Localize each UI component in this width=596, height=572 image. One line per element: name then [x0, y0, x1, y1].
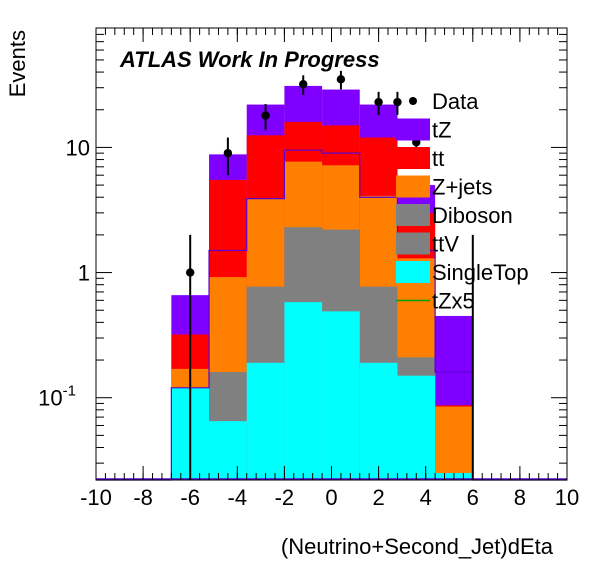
y-tick-label-1: 1	[78, 261, 90, 286]
x-axis-label: (Neutrino+Second_Jet)dEta	[281, 534, 554, 559]
x-tick-label-6: 2	[372, 485, 384, 510]
histogram-stack	[96, 85, 567, 481]
legend-label-data: Data	[432, 89, 479, 114]
legend-label-diboson: Diboson	[432, 203, 513, 228]
x-tick-label-2: -6	[180, 485, 200, 510]
legend-label-singletop: SingleTop	[432, 260, 529, 285]
x-tick-label-8: 6	[467, 485, 479, 510]
legend-label-ttv: ttV	[432, 232, 459, 257]
x-tick-label-0: -10	[80, 485, 112, 510]
bar-singletop-7	[359, 362, 398, 480]
data-point-0	[186, 268, 195, 277]
bar-singletop-8	[397, 375, 436, 480]
x-tick-label-7: 4	[420, 485, 432, 510]
data-point-3	[299, 80, 308, 89]
x-tick-label-1: -8	[133, 485, 153, 510]
y-tick-label-2: 10	[66, 135, 90, 160]
x-tick-label-5: 0	[325, 485, 337, 510]
legend-label-tz: tZ	[432, 118, 452, 143]
data-points	[186, 70, 474, 480]
legend-swatch-ttv	[396, 232, 430, 255]
legend-swatch-tt	[396, 147, 430, 169]
data-point-4	[336, 75, 346, 84]
atlas-label: ATLAS Work In Progress	[119, 47, 380, 72]
y-tick-label-0: 10-1	[38, 383, 76, 411]
bar-singletop-5	[284, 302, 323, 480]
legend-swatch-z-jets	[396, 175, 430, 198]
y-axis-label: Events	[5, 30, 30, 97]
data-point-1	[223, 148, 233, 158]
bar-singletop-6	[322, 311, 360, 480]
data-point-2	[261, 111, 270, 120]
x-tick-label-10: 10	[555, 485, 579, 510]
legend-swatch-diboson	[396, 204, 430, 226]
legend-label-tt: tt	[432, 146, 444, 171]
x-tick-label-3: -4	[228, 485, 248, 510]
bar-singletop-3	[209, 421, 247, 480]
bar-z-jets-9	[435, 406, 473, 480]
data-point-5	[374, 97, 383, 107]
bar-singletop-4	[246, 362, 285, 480]
axes: -10 -8 -6 -4 -2 0 2 4 6 8 10 10-1 1 10	[38, 27, 579, 510]
legend-swatch-tz	[396, 118, 430, 141]
x-tick-label-4: -2	[275, 485, 295, 510]
legend-marker-data	[409, 97, 417, 105]
data-point-6	[393, 97, 402, 107]
legend-label-tzx5: tZx5	[432, 289, 475, 314]
x-tick-label-9: 8	[514, 485, 526, 510]
legend-label-z-jets: Z+jets	[432, 175, 493, 200]
legend-swatch-singletop	[396, 261, 430, 283]
legend: Data tZ tt Z+jets Diboson ttV SingleTop tZx5	[396, 89, 529, 314]
